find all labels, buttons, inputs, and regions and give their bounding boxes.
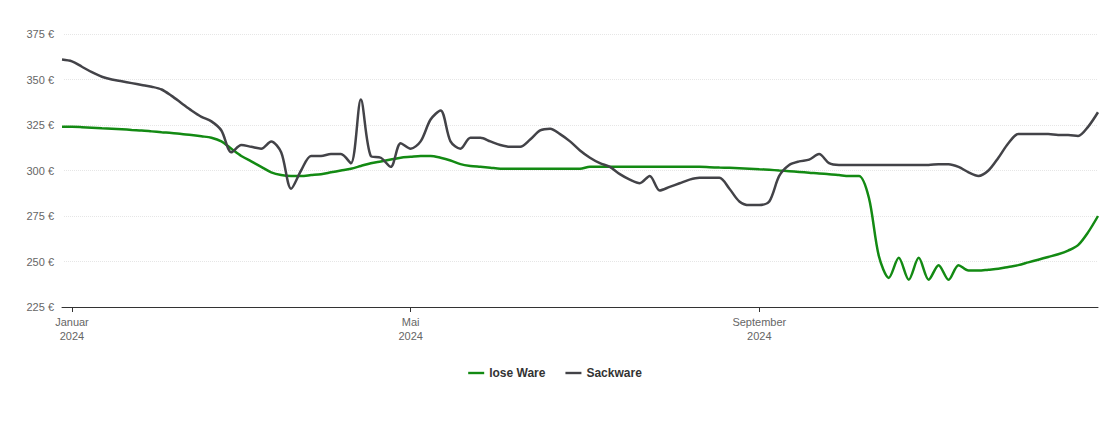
svg-text:Mai: Mai — [402, 316, 420, 328]
svg-text:September: September — [732, 316, 786, 328]
svg-text:350 €: 350 € — [26, 74, 54, 86]
svg-text:lose Ware: lose Ware — [489, 366, 546, 380]
svg-text:Sackware: Sackware — [586, 366, 642, 380]
svg-text:2024: 2024 — [60, 330, 84, 342]
svg-text:2024: 2024 — [747, 330, 771, 342]
svg-text:325 €: 325 € — [26, 119, 54, 131]
svg-text:375 €: 375 € — [26, 28, 54, 40]
svg-text:2024: 2024 — [398, 330, 422, 342]
svg-text:225 €: 225 € — [26, 301, 54, 313]
svg-text:275 €: 275 € — [26, 210, 54, 222]
svg-text:300 €: 300 € — [26, 165, 54, 177]
svg-text:Januar: Januar — [55, 316, 89, 328]
svg-text:250 €: 250 € — [26, 256, 54, 268]
